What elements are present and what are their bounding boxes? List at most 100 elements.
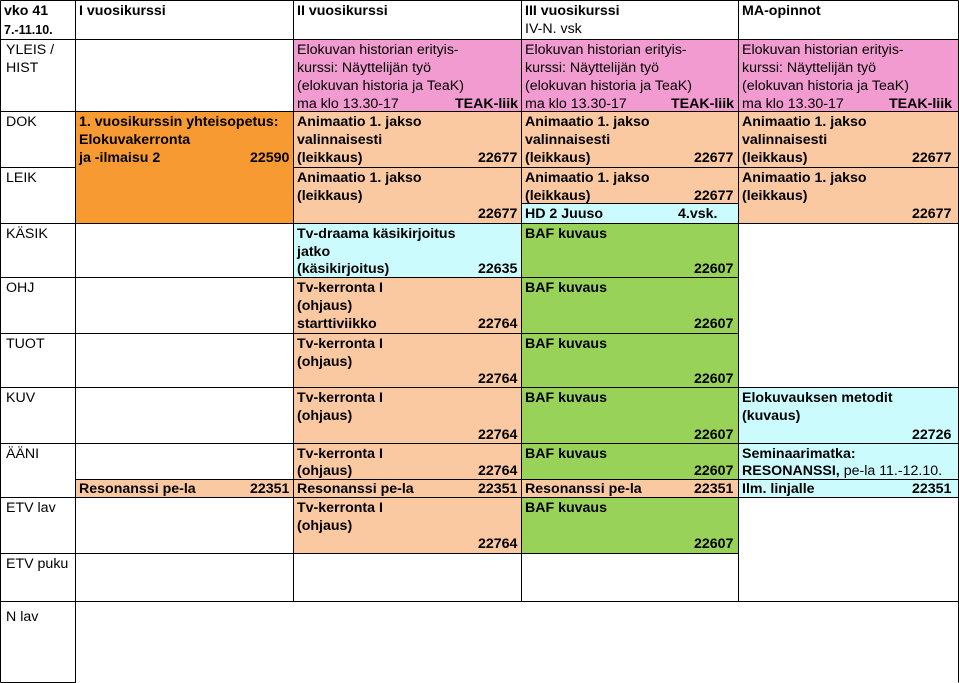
aani-y3-cell <box>521 443 738 479</box>
dok-ma-title3: (leikkaus) <box>742 150 808 166</box>
kasik-y3-title: BAF kuvaus <box>525 226 607 242</box>
row-label-dok: DOK <box>6 114 37 130</box>
row-label-kasik: KÄSIK <box>6 226 48 242</box>
dok-ma-title2: valinnaisesti <box>742 132 828 148</box>
aani-y3-title: BAF kuvaus <box>525 446 607 462</box>
leik-hd-cell <box>521 203 738 223</box>
etvlav-y2-title2: (ohjaus) <box>297 518 353 534</box>
aani-y2-cell <box>293 443 521 479</box>
row-label-etvpuku: ETV puku <box>6 556 69 572</box>
ohj-y2-cell <box>293 277 521 333</box>
kuv-y3-code: 22607 <box>694 427 734 443</box>
reso-y1-cell <box>75 479 293 497</box>
leik-y3-title1: Animaatio 1. jakso <box>525 170 650 186</box>
reso-ma-code: 22351 <box>912 481 952 497</box>
leik-ma-title2: (leikkaus) <box>742 188 808 204</box>
ohj-y3-code: 22607 <box>694 316 734 332</box>
dok-y3-title1: Animaatio 1. jakso <box>525 114 650 130</box>
hist-y2-place: TEAK-liik <box>455 96 519 112</box>
etvlav-y2-title1: Tv-kerronta I <box>297 500 383 516</box>
year1-header: I vuosikurssi <box>79 3 166 19</box>
hist-ma-time: ma klo 13.30-17 <box>742 96 844 112</box>
leik-y2-title1: Animaatio 1. jakso <box>297 170 422 186</box>
aani-ma-resonanssi: RESONANSSI, <box>742 463 840 479</box>
kuv-y3-cell <box>521 387 738 443</box>
reso-y1-code: 22351 <box>250 481 290 497</box>
etvlav-y3-code: 22607 <box>694 536 734 552</box>
dok-ma-title1: Animaatio 1. jakso <box>742 114 867 130</box>
dok-y3-title2: valinnaisesti <box>525 132 611 148</box>
row-label-leik: LEIK <box>6 170 37 186</box>
hist-y3-title2: kurssi: Näyttelijän työ <box>525 60 660 76</box>
leik-hd-label: HD 2 Juuso <box>525 206 604 222</box>
row-label-etvlav: ETV lav <box>6 500 56 516</box>
hist-y2-title2: kurssi: Näyttelijän työ <box>297 60 432 76</box>
leik-y2-cell <box>293 167 521 223</box>
dok-ma-code: 22677 <box>912 150 952 166</box>
kasik-y2-title1: Tv-draama käsikirjoitus <box>297 226 456 242</box>
reso-ma-cell <box>738 479 959 497</box>
tuot-y2-title2: (ohjaus) <box>297 354 353 370</box>
aani-ma-title2: RESONANSSI, pe-la 11.-12.10. <box>742 462 942 480</box>
hist-ma-cell <box>738 39 959 111</box>
ohj-y2-code: 22764 <box>478 316 518 332</box>
hist-ma-title2: kurssi: Näyttelijän työ <box>742 60 877 76</box>
tuot-y3-title: BAF kuvaus <box>525 336 607 352</box>
leik-ma-title1: Animaatio 1. jakso <box>742 170 867 186</box>
aani-ma-dates: pe-la 11.-12.10. <box>839 463 943 479</box>
leik-y3-title2: (leikkaus) <box>525 188 591 204</box>
row-label-hist: HIST <box>6 60 39 76</box>
y1-course-title1: 1. vuosikurssin yhteisopetus: <box>79 114 279 130</box>
ohj-y2-title2: (ohjaus) <box>297 298 353 314</box>
dok-y2-cell <box>293 111 521 167</box>
tuot-y2-code: 22764 <box>478 371 518 387</box>
year3-header: III vuosikurssi <box>525 3 620 19</box>
kuv-y3-title: BAF kuvaus <box>525 390 607 406</box>
hist-ma-title3: (elokuvan historia ja TeaK) <box>742 78 909 94</box>
dok-y2-code: 22677 <box>478 150 518 166</box>
aani-y3-code: 22607 <box>694 463 734 479</box>
kuv-ma-title2: (kuvaus) <box>742 408 801 424</box>
aani-ma-cell <box>738 443 959 479</box>
hist-y2-title3: (elokuvan historia ja TeaK) <box>297 78 464 94</box>
dok-y2-title3: (leikkaus) <box>297 150 363 166</box>
reso-ma-label: Ilm. linjalle <box>742 481 815 497</box>
dok-y2-title1: Animaatio 1. jakso <box>297 114 422 130</box>
hist-ma-place: TEAK-liik <box>889 96 953 112</box>
leik-ma-code: 22677 <box>912 206 952 222</box>
leik-y3-code: 22677 <box>694 188 734 204</box>
y1-course-title2: Elokuvakerronta <box>79 132 191 148</box>
kuv-y2-title2: (ohjaus) <box>297 408 353 424</box>
ma-header: MA-opinnot <box>742 3 821 19</box>
hist-y2-cell <box>293 39 521 111</box>
etvlav-y3-title: BAF kuvaus <box>525 500 607 516</box>
reso-y3-label: Resonanssi pe-la <box>525 481 642 497</box>
dok-y3-code: 22677 <box>694 150 734 166</box>
y1-yhteisopetus-cell <box>75 111 293 223</box>
reso-y2-code: 22351 <box>478 481 518 497</box>
etvlav-y3-cell <box>521 497 738 553</box>
hist-y2-time: ma klo 13.30-17 <box>297 96 399 112</box>
aani-y2-code: 22764 <box>478 463 518 479</box>
kasik-y2-code: 22635 <box>478 261 518 277</box>
kasik-y2-title2: jatko <box>297 244 331 260</box>
dok-y2-title2: valinnaisesti <box>297 132 383 148</box>
kuv-ma-title1: Elokuvauksen metodit <box>742 390 893 406</box>
reso-y3-code: 22351 <box>694 481 734 497</box>
etvlav-y2-code: 22764 <box>478 536 518 552</box>
kuv-y2-title1: Tv-kerronta I <box>297 390 383 406</box>
row-label-kuv: KUV <box>6 390 36 406</box>
leik-ma-cell <box>738 167 959 223</box>
tuot-y3-cell <box>521 333 738 387</box>
dok-y3-cell <box>521 111 738 167</box>
kuv-y2-cell <box>293 387 521 443</box>
year2-header: II vuosikurssi <box>297 3 388 19</box>
kasik-y2-cell <box>293 223 521 277</box>
kuv-ma-code: 22726 <box>912 427 952 443</box>
week-dates: 7.-11.10. <box>4 23 53 37</box>
kuv-y2-code: 22764 <box>478 427 518 443</box>
kasik-y3-code: 22607 <box>694 261 734 277</box>
row-label-tuot: TUOT <box>6 336 45 352</box>
reso-y3-cell <box>521 479 738 497</box>
